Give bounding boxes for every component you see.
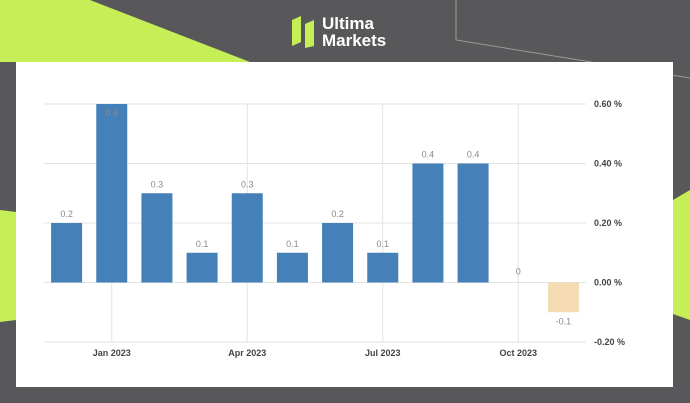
data-label: 0.2: [331, 209, 344, 219]
y-tick-label: -0.20 %: [594, 337, 625, 347]
data-label: 0.1: [286, 239, 299, 249]
data-label: 0.6: [105, 108, 118, 118]
data-label: -0.1: [556, 316, 572, 326]
y-tick-label: 0.00 %: [594, 278, 622, 288]
x-tick-label: Apr 2023: [228, 348, 266, 358]
bar: [547, 282, 579, 313]
chart-card: 0.60 % 0.40 % 0.20 % 0.00 % -0.20 % Jan 2023 A…: [16, 62, 673, 387]
bar: [322, 223, 354, 283]
data-label: 0.1: [376, 239, 389, 249]
top-left-accent-shape: [0, 0, 250, 62]
bar: [141, 193, 173, 283]
bar: [412, 163, 444, 283]
x-tick-label: Jul 2023: [365, 348, 401, 358]
bar: [276, 252, 308, 283]
data-label: 0.3: [241, 179, 254, 189]
data-label: 0.2: [60, 209, 73, 219]
x-tick-label: Oct 2023: [499, 348, 537, 358]
data-label: 0.3: [151, 179, 164, 189]
bar: [367, 252, 399, 283]
bar: [96, 104, 128, 283]
bar-chart: 0.60 % 0.40 % 0.20 % 0.00 % -0.20 % Jan 2023 A…: [44, 99, 625, 358]
y-tick-label: 0.40 %: [594, 159, 622, 169]
x-tick-label: Jan 2023: [93, 348, 131, 358]
bar: [457, 163, 489, 283]
data-label: 0: [516, 267, 521, 277]
bar: [231, 193, 263, 283]
y-tick-label: 0.60 %: [594, 99, 622, 109]
brand-logo: Ultima Markets: [292, 14, 386, 50]
bar: [51, 223, 83, 283]
y-tick-label: 0.20 %: [594, 218, 622, 228]
data-label: 0.4: [422, 150, 435, 160]
brand-name-line1: Ultima: [322, 14, 374, 33]
brand-name-line2: Markets: [322, 31, 387, 50]
ultima-logo-icon: [292, 16, 314, 48]
right-accent-shape: [673, 190, 690, 320]
brand-name: Ultima Markets: [322, 15, 386, 49]
left-accent-shape: [0, 210, 16, 322]
data-label: 0.1: [196, 239, 209, 249]
bar: [186, 252, 218, 283]
data-label: 0.4: [467, 150, 480, 160]
